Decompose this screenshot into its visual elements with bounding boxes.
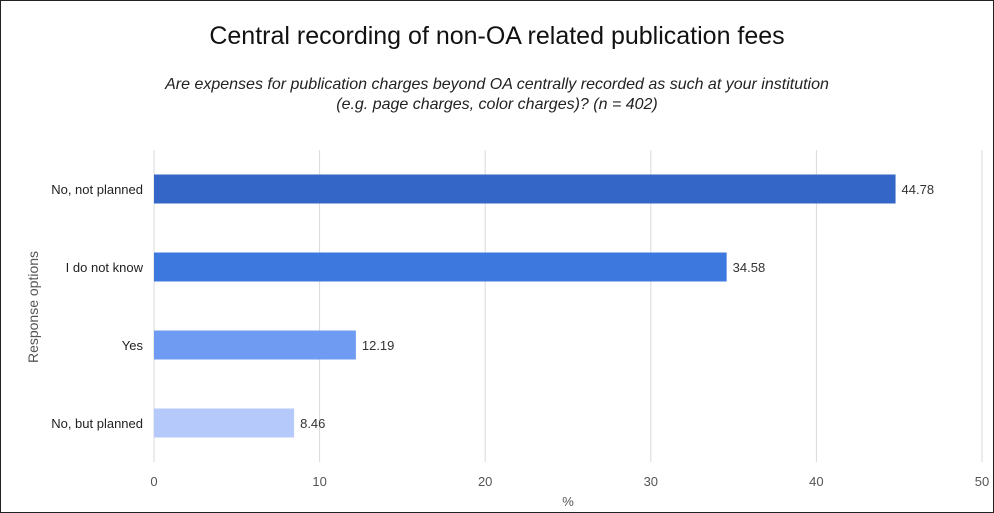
data-label: 8.46: [300, 416, 325, 431]
chart-subtitle-line-2: (e.g. page charges, color charges)? (n =…: [336, 96, 658, 113]
x-tick-label: 10: [312, 474, 326, 489]
x-tick-label: 40: [809, 474, 823, 489]
chart-subtitle: Are expenses for publication charges bey…: [0, 75, 994, 115]
data-label: 12.19: [362, 338, 395, 353]
bars: [154, 174, 896, 438]
data-label: 44.78: [902, 182, 935, 197]
x-axis-tick-labels: 0 10 20 30 40 50: [150, 474, 989, 489]
data-labels: 44.78 34.58 12.19 8.46: [300, 182, 934, 431]
data-label: 34.58: [733, 260, 766, 275]
bar: [154, 174, 896, 204]
x-tick-label: 50: [975, 474, 989, 489]
bar: [154, 252, 727, 282]
y-tick-label: I do not know: [66, 260, 144, 275]
bar: [154, 330, 356, 360]
x-axis-label: %: [562, 494, 574, 509]
x-tick-label: 30: [644, 474, 658, 489]
chart-subtitle-line-1: Are expenses for publication charges bey…: [165, 76, 829, 93]
x-tick-label: 0: [150, 474, 157, 489]
bar: [154, 408, 295, 438]
y-tick-label: No, not planned: [51, 182, 143, 197]
y-axis-label: Response options: [25, 251, 41, 363]
chart-title: Central recording of non-OA related publ…: [209, 22, 785, 50]
y-axis-tick-labels: No, not planned I do not know Yes No, but p…: [51, 182, 143, 431]
y-tick-label: No, but planned: [51, 416, 143, 431]
y-tick-label: Yes: [122, 338, 144, 353]
x-tick-label: 20: [478, 474, 492, 489]
